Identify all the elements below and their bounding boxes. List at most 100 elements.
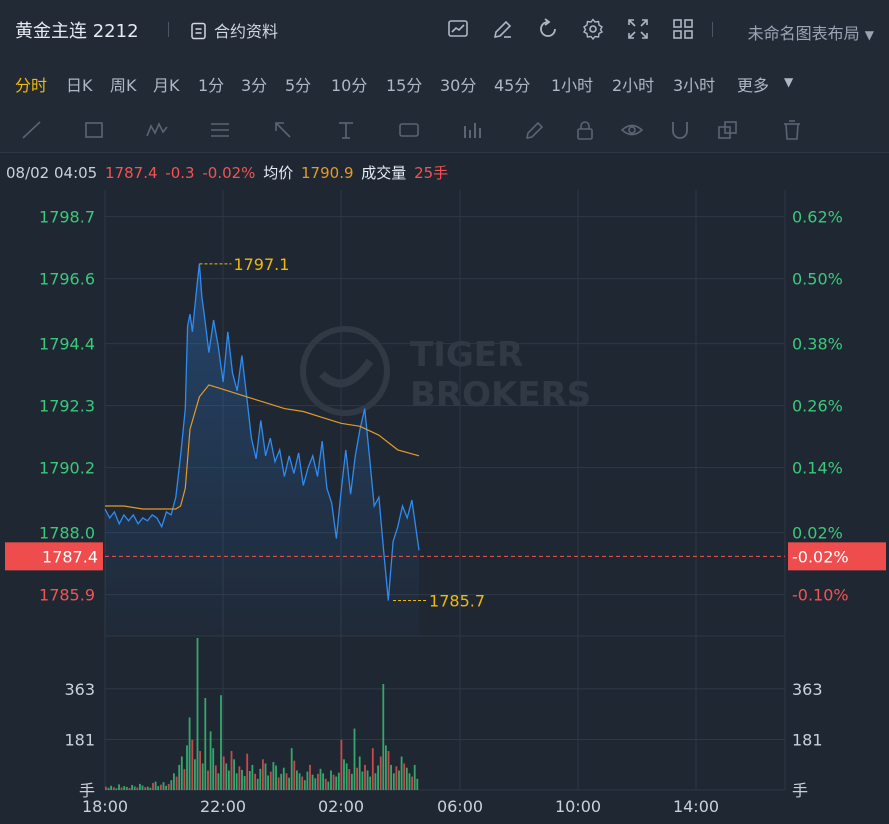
period-tab-4[interactable]: 1分 (198, 76, 225, 95)
volume-bar (395, 766, 398, 790)
period-tab-14[interactable]: 更多 (737, 76, 770, 95)
period-tab-13[interactable]: 3小时 (673, 76, 716, 95)
volume-bar (199, 751, 201, 790)
volume-bar (194, 759, 196, 790)
volume-bar (214, 765, 217, 790)
chart-type-icon[interactable] (446, 17, 470, 41)
pct-tick-label: -0.10% (792, 586, 849, 605)
copy-icon[interactable] (716, 118, 740, 142)
period-tab-1[interactable]: 日K (66, 76, 93, 95)
trend-line-tool-icon[interactable] (20, 118, 44, 142)
volume-bar (303, 780, 306, 790)
volume-bar (272, 762, 275, 790)
instrument-title: 黄金主连 2212 (15, 21, 139, 42)
intraday-chart[interactable]: 1798.7 1796.6 1794.4 1792.3 1790.2 1788.0 1785… (0, 186, 889, 824)
volume-bar (243, 776, 246, 790)
rectangle-tool-icon[interactable] (82, 118, 106, 142)
last-pct-box (788, 542, 886, 571)
volume-bar (314, 778, 317, 790)
period-tab-11[interactable]: 1小时 (551, 76, 594, 95)
drawing-toolbar (0, 108, 889, 153)
volume-bar (251, 764, 254, 790)
refresh-icon[interactable] (536, 17, 560, 41)
period-tab-7[interactable]: 10分 (331, 76, 368, 95)
volume-bar (296, 770, 298, 790)
volume-bar (298, 773, 301, 790)
settings-gear-icon[interactable] (581, 17, 605, 41)
volume-bar (366, 770, 369, 790)
volume-bar (112, 787, 115, 790)
volume-bar (186, 745, 188, 790)
volume-bar (201, 763, 204, 790)
grid-layout-icon[interactable] (671, 17, 695, 41)
volume-bar (105, 786, 107, 790)
volume-bar (238, 766, 241, 790)
volume-tick-label: 363 (64, 680, 95, 699)
volume-bar (282, 767, 285, 790)
period-tab-8[interactable]: 15分 (386, 76, 423, 95)
avg-label: 均价 (263, 164, 294, 182)
wave-pattern-tool-icon[interactable] (145, 118, 169, 142)
volume-bar (207, 770, 209, 790)
volume-bar (170, 780, 173, 790)
volume-bar (228, 770, 230, 790)
pct-tick-label: 0.62% (792, 208, 843, 227)
volume-bar (285, 773, 288, 790)
volume-bar (259, 768, 262, 790)
divider (712, 22, 713, 37)
volume-bar (178, 764, 181, 790)
volume-bar (154, 781, 157, 790)
quote-datetime: 08/02 04:05 (6, 164, 98, 182)
volume-bar (382, 684, 385, 790)
more-caret-down-icon[interactable]: ▼ (784, 75, 794, 89)
contract-info-label: 合约资料 (214, 22, 279, 41)
trash-icon[interactable] (780, 118, 804, 142)
volume-bar (301, 776, 304, 790)
eye-icon[interactable] (620, 118, 644, 142)
volume-bar (405, 767, 408, 790)
period-tab-10[interactable]: 45分 (494, 76, 531, 95)
period-tab-5[interactable]: 3分 (241, 76, 268, 95)
price-tick-label: 1794.4 (39, 335, 95, 354)
quote-info-bar: 08/02 04:05 1787.4 -0.3 -0.02% 均价 1790.9… (6, 162, 451, 183)
volume-bar (225, 763, 228, 790)
period-tab-12[interactable]: 2小时 (612, 76, 655, 95)
period-tab-0[interactable]: 分时 (15, 76, 48, 95)
indicator-tool-icon[interactable] (460, 118, 484, 142)
fullscreen-icon[interactable] (626, 17, 650, 41)
edit-icon[interactable] (491, 17, 515, 41)
period-tab-3[interactable]: 月K (153, 76, 180, 95)
fibonacci-tool-icon[interactable] (208, 118, 232, 142)
volume-bar (319, 768, 322, 790)
label-tool-icon[interactable] (397, 118, 421, 142)
lock-icon[interactable] (573, 118, 597, 142)
volume-bar (118, 784, 120, 790)
volume-bar (275, 765, 277, 790)
period-tab-2[interactable]: 周K (110, 76, 137, 95)
volume-bar (233, 759, 235, 790)
pen-tool-icon[interactable] (523, 118, 547, 142)
volume-bar (413, 764, 416, 790)
volume-bar (322, 773, 324, 790)
period-tab-6[interactable]: 5分 (285, 76, 312, 95)
volume-bar (371, 748, 374, 790)
text-tool-icon[interactable] (334, 118, 358, 142)
quote-change: -0.3 (165, 164, 195, 182)
volume-bar (204, 698, 207, 790)
contract-info-button[interactable]: 合约资料 (190, 18, 278, 42)
time-tick-label: 14:00 (673, 797, 719, 816)
period-tab-9[interactable]: 30分 (440, 76, 477, 95)
layout-selector[interactable]: 未命名图表布局 ▼ (748, 20, 874, 44)
volume-bar (335, 776, 338, 790)
last-price-box (5, 542, 103, 571)
volume-bar (191, 739, 194, 790)
price-tick-label: 1790.2 (39, 459, 95, 478)
volume-bar (361, 771, 364, 790)
volume-bar (264, 763, 267, 790)
document-icon (191, 22, 206, 40)
magnet-icon[interactable] (668, 118, 692, 142)
price-tick-label: 1785.9 (39, 586, 95, 605)
arrow-tool-icon[interactable] (271, 118, 295, 142)
volume-bar (343, 759, 345, 790)
volume-bar (167, 783, 170, 790)
